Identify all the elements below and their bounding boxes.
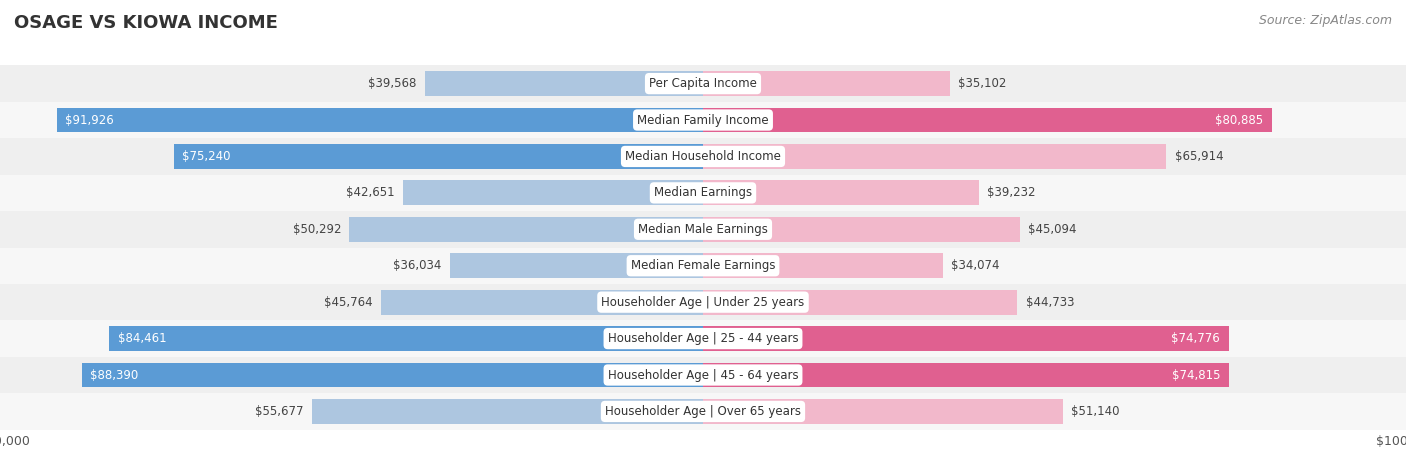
Text: $44,733: $44,733: [1026, 296, 1074, 309]
Bar: [174, 144, 703, 169]
Text: $35,102: $35,102: [959, 77, 1007, 90]
Text: $50,292: $50,292: [292, 223, 342, 236]
Bar: [0, 102, 1406, 138]
Bar: [703, 290, 1018, 315]
Bar: [703, 71, 950, 96]
Bar: [312, 399, 703, 424]
Text: $36,034: $36,034: [392, 259, 441, 272]
Bar: [110, 326, 703, 351]
Text: $42,651: $42,651: [346, 186, 395, 199]
Text: $39,232: $39,232: [987, 186, 1036, 199]
Text: $88,390: $88,390: [90, 368, 138, 382]
Bar: [404, 180, 703, 205]
Text: Median Family Income: Median Family Income: [637, 113, 769, 127]
Bar: [381, 290, 703, 315]
Text: Median Male Earnings: Median Male Earnings: [638, 223, 768, 236]
Text: Median Female Earnings: Median Female Earnings: [631, 259, 775, 272]
Bar: [0, 320, 1406, 357]
Text: $91,926: $91,926: [65, 113, 114, 127]
Text: $84,461: $84,461: [118, 332, 166, 345]
Bar: [0, 138, 1406, 175]
Text: Householder Age | Over 65 years: Householder Age | Over 65 years: [605, 405, 801, 418]
Bar: [703, 217, 1019, 242]
Bar: [703, 399, 1063, 424]
Bar: [350, 217, 703, 242]
Text: Median Household Income: Median Household Income: [626, 150, 780, 163]
Bar: [703, 180, 979, 205]
Bar: [703, 144, 1167, 169]
Text: $74,815: $74,815: [1173, 368, 1220, 382]
Bar: [703, 326, 1229, 351]
Bar: [0, 175, 1406, 211]
Text: Source: ZipAtlas.com: Source: ZipAtlas.com: [1258, 14, 1392, 27]
Text: $34,074: $34,074: [950, 259, 1000, 272]
Bar: [425, 71, 703, 96]
Text: $51,140: $51,140: [1071, 405, 1119, 418]
Bar: [703, 362, 1229, 388]
Text: $80,885: $80,885: [1215, 113, 1263, 127]
Text: $45,094: $45,094: [1028, 223, 1077, 236]
Bar: [56, 107, 703, 133]
Bar: [0, 284, 1406, 320]
Text: $75,240: $75,240: [183, 150, 231, 163]
Bar: [703, 253, 942, 278]
Bar: [703, 107, 1271, 133]
Bar: [0, 211, 1406, 248]
Text: $55,677: $55,677: [254, 405, 304, 418]
Text: $45,764: $45,764: [325, 296, 373, 309]
Text: $65,914: $65,914: [1175, 150, 1223, 163]
Text: $39,568: $39,568: [368, 77, 416, 90]
Text: Householder Age | 45 - 64 years: Householder Age | 45 - 64 years: [607, 368, 799, 382]
Bar: [0, 65, 1406, 102]
Text: Householder Age | Under 25 years: Householder Age | Under 25 years: [602, 296, 804, 309]
Bar: [450, 253, 703, 278]
Bar: [82, 362, 703, 388]
Text: $74,776: $74,776: [1171, 332, 1220, 345]
Text: Per Capita Income: Per Capita Income: [650, 77, 756, 90]
Text: Householder Age | 25 - 44 years: Householder Age | 25 - 44 years: [607, 332, 799, 345]
Bar: [0, 393, 1406, 430]
Bar: [0, 248, 1406, 284]
Text: Median Earnings: Median Earnings: [654, 186, 752, 199]
Text: OSAGE VS KIOWA INCOME: OSAGE VS KIOWA INCOME: [14, 14, 278, 32]
Bar: [0, 357, 1406, 393]
